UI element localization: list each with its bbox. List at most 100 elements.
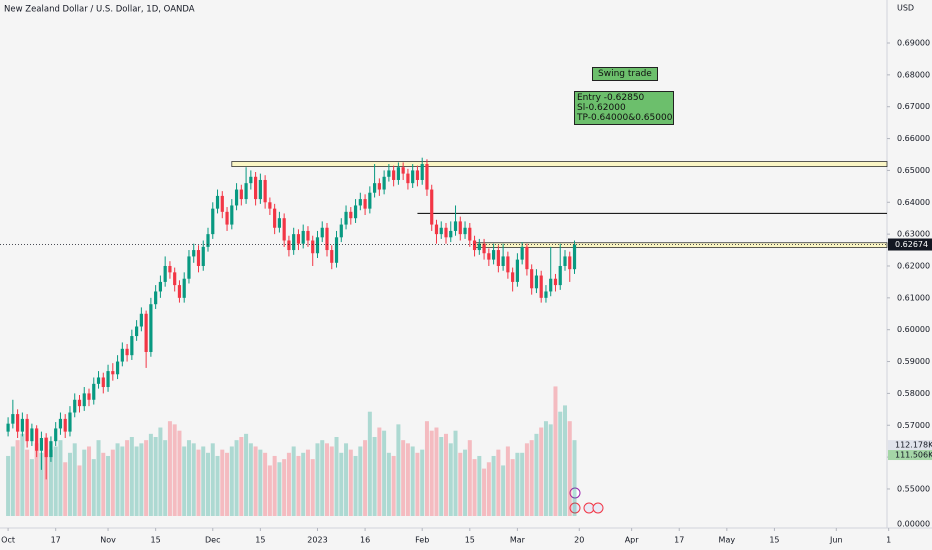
x-tick-label: Feb bbox=[415, 536, 429, 545]
candle-body bbox=[287, 240, 291, 251]
annotation-line: TP-0.64000&0.65000 bbox=[577, 113, 673, 123]
volume-bar bbox=[215, 455, 220, 516]
volume-tag bbox=[888, 450, 932, 461]
candle-body bbox=[491, 250, 496, 260]
volume-bar bbox=[220, 449, 225, 516]
volume-bar bbox=[15, 440, 20, 516]
volume-bar bbox=[82, 449, 87, 516]
volume-bar bbox=[520, 452, 525, 516]
x-tick-label: Dec bbox=[205, 536, 220, 545]
volume-bar bbox=[296, 455, 301, 516]
y-tick-label: 0.68000 bbox=[897, 70, 930, 79]
candle-body bbox=[120, 348, 124, 362]
volume-bar bbox=[344, 443, 349, 516]
currency-label: USD bbox=[897, 4, 914, 13]
candle-body bbox=[68, 412, 72, 432]
volume-bar bbox=[239, 437, 244, 516]
volume-bar bbox=[401, 440, 406, 516]
candle-body bbox=[115, 361, 120, 375]
y-tick-label: 0.62000 bbox=[897, 261, 930, 270]
volume-bar bbox=[410, 446, 415, 516]
candle-body bbox=[330, 250, 334, 263]
volume-bar bbox=[572, 440, 577, 516]
volume-bar bbox=[491, 455, 496, 516]
event-icon[interactable] bbox=[569, 502, 581, 514]
candle-body bbox=[258, 179, 262, 200]
candle-body bbox=[463, 227, 467, 235]
volume-bar bbox=[458, 452, 463, 516]
volume-bar bbox=[48, 449, 53, 516]
volume-bar bbox=[301, 452, 306, 516]
volume-bar bbox=[206, 452, 211, 516]
event-icon[interactable] bbox=[569, 487, 581, 499]
candle-body bbox=[215, 195, 220, 209]
candle-body bbox=[187, 256, 191, 279]
candle-body bbox=[315, 237, 320, 254]
x-tick-label: 15 bbox=[769, 536, 779, 545]
volume-bar bbox=[453, 430, 458, 516]
volume-tag-label: 112.178K bbox=[895, 441, 932, 450]
candle-body bbox=[144, 313, 148, 352]
candle-body bbox=[268, 202, 272, 209]
volume-bar bbox=[467, 440, 472, 516]
volume-bar bbox=[87, 446, 92, 516]
volume-bar bbox=[225, 452, 230, 516]
candle-body bbox=[558, 265, 562, 286]
candle-body bbox=[244, 183, 248, 200]
volume-bar bbox=[486, 462, 491, 516]
candle-body bbox=[482, 243, 486, 254]
candle-body bbox=[415, 170, 420, 180]
volume-bar bbox=[196, 449, 201, 516]
event-icon[interactable] bbox=[592, 502, 604, 514]
candle-body bbox=[453, 221, 458, 231]
volume-bar bbox=[548, 424, 553, 516]
volume-bar bbox=[148, 433, 153, 516]
candle-body bbox=[73, 399, 77, 413]
candle-body bbox=[273, 208, 277, 228]
candle-body bbox=[225, 211, 229, 225]
candle-body bbox=[430, 189, 434, 225]
candle-body bbox=[16, 414, 20, 432]
candle-body bbox=[349, 211, 353, 219]
candle-body bbox=[358, 199, 362, 206]
volume-bar bbox=[163, 440, 168, 516]
candle-body bbox=[11, 414, 15, 424]
volume-bar bbox=[329, 446, 334, 516]
volume-bar bbox=[229, 446, 234, 516]
candle-body bbox=[572, 244, 577, 270]
volume-bar bbox=[201, 446, 206, 516]
candle-body bbox=[49, 441, 53, 458]
volume-bar bbox=[348, 449, 353, 516]
volume-bar bbox=[186, 440, 191, 516]
candle-body bbox=[35, 428, 39, 451]
candle-body bbox=[373, 183, 377, 193]
candle-body bbox=[201, 246, 205, 266]
volume-bar bbox=[543, 421, 548, 516]
volume-bar bbox=[529, 440, 534, 516]
candle-body bbox=[553, 278, 558, 286]
volume-bar bbox=[472, 459, 477, 516]
candle-body bbox=[39, 437, 44, 451]
candle-body bbox=[249, 176, 253, 184]
volume-bar bbox=[377, 427, 382, 516]
x-tick-label: Mar bbox=[510, 536, 526, 545]
x-tick-label: 15 bbox=[255, 536, 265, 545]
candle-body bbox=[363, 199, 367, 209]
volume-bar bbox=[282, 459, 287, 516]
annotation-note: Entry -0.62850 Sl-0.62000 TP-0.64000&0.6… bbox=[574, 91, 674, 125]
candle-body bbox=[368, 192, 372, 209]
volume-bar bbox=[382, 430, 387, 516]
volume-bar bbox=[182, 446, 187, 516]
volume-bar bbox=[6, 455, 11, 516]
candle-body bbox=[458, 221, 462, 235]
volume-bar bbox=[477, 455, 482, 516]
candle-body bbox=[501, 256, 505, 266]
volume-bar bbox=[267, 465, 272, 516]
candle-body bbox=[515, 259, 519, 282]
candle-body bbox=[282, 218, 286, 241]
candle-body bbox=[173, 272, 177, 286]
candle-body bbox=[530, 269, 534, 289]
candle-body bbox=[220, 195, 224, 212]
y-tick-label: 0.57000 bbox=[897, 421, 930, 430]
